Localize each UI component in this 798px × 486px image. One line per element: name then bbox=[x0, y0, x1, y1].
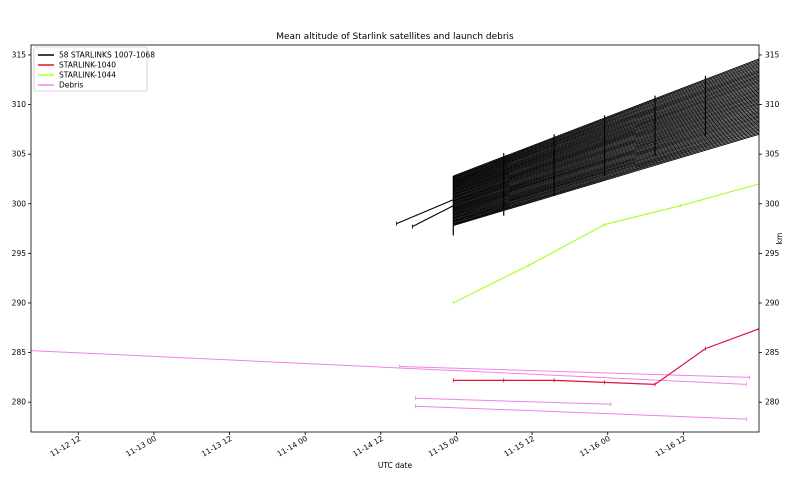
starlink-early-track bbox=[412, 205, 454, 228]
starlink-track bbox=[453, 98, 759, 203]
legend-label: 58 STARLINKS 1007-1068 bbox=[59, 51, 155, 60]
y-tick-label-left: 310 bbox=[12, 100, 27, 109]
y-tick-label-right: 300 bbox=[765, 199, 780, 208]
debris-track bbox=[415, 397, 611, 405]
x-tick-label: 11-14 12 bbox=[351, 434, 385, 459]
x-tick-label: 11-16 12 bbox=[654, 434, 688, 459]
y-tick-label-left: 280 bbox=[12, 398, 27, 407]
starlink-early-track bbox=[396, 199, 454, 225]
y-tick-label-left: 295 bbox=[12, 249, 27, 258]
starlink-track bbox=[453, 91, 759, 199]
starlink-track bbox=[453, 99, 759, 204]
y-tick-label-left: 285 bbox=[12, 348, 27, 357]
y-tick-label-left: 300 bbox=[12, 199, 27, 208]
legend: 58 STARLINKS 1007-1068STARLINK-1040STARL… bbox=[33, 46, 155, 92]
y-tick-label-right: 310 bbox=[765, 100, 780, 109]
x-tick-label: 11-16 00 bbox=[578, 434, 612, 459]
x-tick-label: 11-14 00 bbox=[275, 434, 309, 459]
starlink-track bbox=[453, 96, 759, 202]
y-axis-label-right: km bbox=[775, 233, 784, 245]
x-tick-label: 11-15 00 bbox=[427, 434, 461, 459]
x-tick-label: 11-13 00 bbox=[124, 434, 158, 459]
y-tick-label-right: 280 bbox=[765, 398, 780, 407]
x-tick-label: 11-15 12 bbox=[502, 434, 536, 459]
y-tick-label-right: 305 bbox=[765, 150, 780, 159]
debris-track bbox=[415, 405, 747, 420]
x-tick-label: 11-13 12 bbox=[200, 434, 234, 459]
y-tick-label-right: 295 bbox=[765, 249, 780, 258]
x-axis-label: UTC date bbox=[378, 461, 413, 470]
y-tick-label-right: 315 bbox=[765, 50, 780, 59]
y-tick-label-right: 285 bbox=[765, 348, 780, 357]
legend-label: STARLINK-1040 bbox=[59, 61, 116, 70]
debris-track bbox=[31, 350, 747, 385]
y-tick-label-left: 305 bbox=[12, 150, 27, 159]
starlink-track bbox=[453, 100, 759, 205]
x-tick-label: 11-12 12 bbox=[49, 434, 83, 459]
legend-box bbox=[33, 46, 148, 92]
y-tick-label-right: 290 bbox=[765, 299, 780, 308]
plot-frame bbox=[30, 44, 760, 433]
legend-label: STARLINK-1044 bbox=[59, 71, 116, 80]
legend-label: Debris bbox=[59, 81, 83, 90]
chart-title: Mean altitude of Starlink satellites and… bbox=[276, 32, 514, 42]
y-tick-label-left: 290 bbox=[12, 299, 27, 308]
plot-area bbox=[31, 58, 759, 422]
y-tick-label-left: 315 bbox=[12, 50, 27, 59]
debris-track bbox=[399, 366, 750, 378]
